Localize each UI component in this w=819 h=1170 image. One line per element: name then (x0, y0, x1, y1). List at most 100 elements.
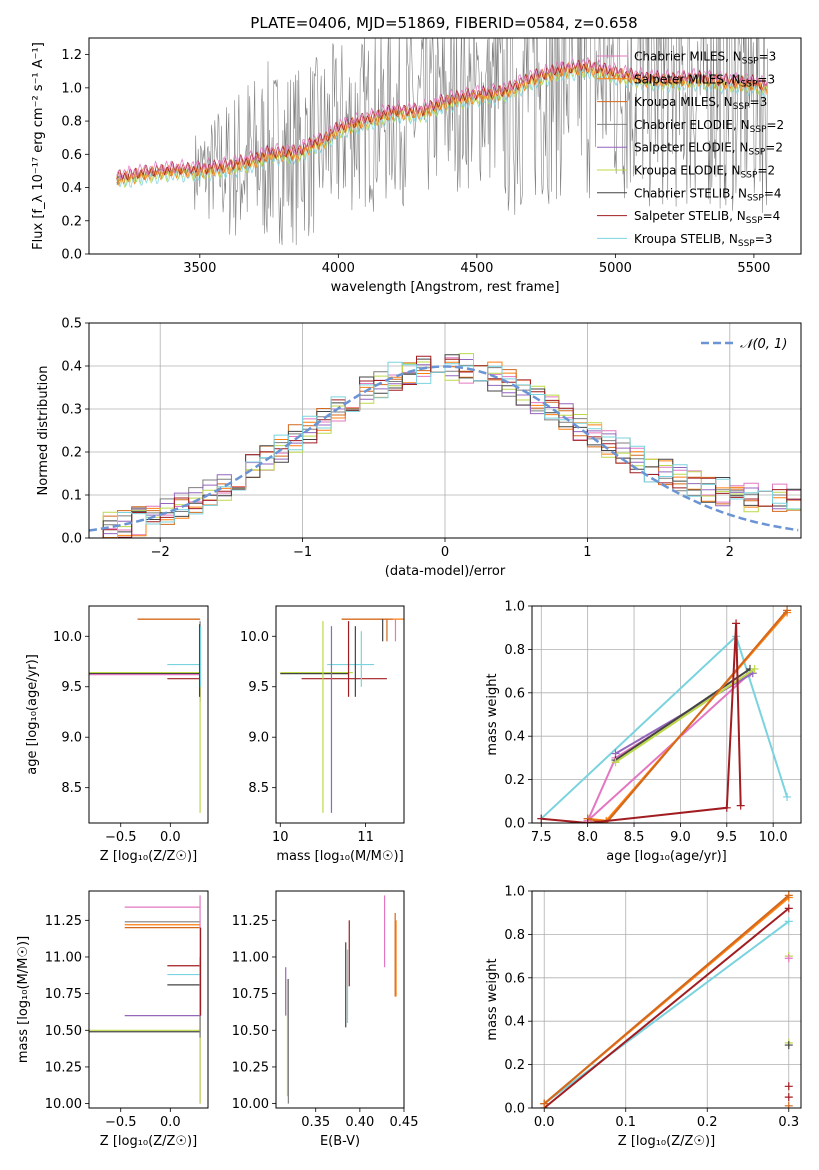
x-tick-label: 8.0 (577, 830, 598, 845)
x-tick-label: 2 (726, 545, 734, 560)
axes-frame (88, 605, 209, 824)
y-tick-label: 0.0 (61, 248, 82, 263)
y-axis-label: Normed distribution (36, 366, 51, 496)
weight-line-kroupa-stelib (543, 920, 790, 1105)
x-tick-label: 4000 (322, 261, 355, 276)
y-tick-label: 0.2 (61, 446, 82, 461)
weight-line-kroupa-elodie (614, 668, 756, 764)
y-tick-label: 10.25 (45, 1060, 82, 1075)
x-axis-label: wavelength [Angstrom, rest frame] (331, 280, 560, 295)
legend-label: 𝒩(0, 1) (740, 337, 787, 352)
y-tick-label: 10.50 (232, 1024, 269, 1039)
x-tick-label: 8.5 (624, 830, 645, 845)
weight-marker (783, 606, 792, 615)
y-tick-label: 11.00 (232, 950, 269, 965)
x-tick-label: 0.0 (534, 1115, 555, 1130)
figure-title: PLATE=0406, MJD=51869, FIBERID=0584, z=0… (250, 14, 637, 32)
axes-frame (531, 605, 802, 824)
model-spectrum-line-kroupa-stelib (116, 66, 768, 189)
normal-distribution-curve (89, 365, 799, 532)
histogram-kroupa-elodie (89, 353, 801, 538)
x-tick-label: −2 (151, 545, 170, 560)
y-tick-label: 0.6 (504, 971, 525, 986)
y-tick-label: 0.0 (504, 817, 525, 832)
weight-line-salpeter-stelib (543, 907, 790, 1108)
age-vs-mass-panel: 10 11 8.5 9.0 9.5 10.0 mass [log₁₀(M/M☉)] (240, 605, 405, 864)
y-tick-label: 1.0 (504, 600, 525, 615)
weight-marker (750, 664, 759, 673)
axes-frame (275, 605, 405, 824)
y-tick-label: 0.4 (61, 181, 82, 196)
weight-marker (783, 792, 792, 801)
x-tick-label: 3500 (183, 261, 216, 276)
y-tick-label: 1.0 (61, 81, 82, 96)
x-tick-label: 0.0 (160, 1115, 181, 1130)
weight-marker (784, 1101, 793, 1108)
x-tick-label: 0.2 (697, 1115, 718, 1130)
y-tick-label: 8.5 (248, 781, 269, 796)
x-tick-label: 0.1 (615, 1115, 636, 1130)
legend-label: Salpeter ELODIE, NSSP=2 (634, 141, 783, 158)
y-tick-label: 0.6 (504, 686, 525, 701)
x-tick-label: 10.0 (759, 830, 788, 845)
weight-marker (784, 1082, 793, 1091)
legend-label: Chabrier ELODIE, NSSP=2 (634, 118, 784, 135)
y-tick-label: 0.8 (504, 928, 525, 943)
weight-line-kroupa-miles (587, 609, 788, 823)
y-axis-label: mass [log₁₀(M/M☉)] (16, 936, 31, 1063)
y-tick-label: 0.4 (504, 730, 525, 745)
x-tick-label: −0.5 (105, 1115, 137, 1130)
x-tick-label: 5000 (599, 261, 632, 276)
histogram-kroupa-stelib (89, 361, 801, 538)
x-axis-label: Z [log₁₀(Z/Z☉)] (100, 849, 197, 864)
y-tick-label: 10.50 (45, 1024, 82, 1039)
legend-label: Kroupa ELODIE, NSSP=2 (634, 164, 775, 181)
grid (532, 605, 801, 824)
y-tick-label: 9.0 (61, 731, 82, 746)
x-tick-label: −1 (293, 545, 312, 560)
x-axis-label: (data-model)/error (385, 564, 506, 579)
y-tick-label: 0.8 (504, 643, 525, 658)
legend: Chabrier MILES, NSSP=3 Salpeter MILES, NS… (597, 50, 784, 249)
y-tick-label: 0.2 (504, 773, 525, 788)
x-tick-label: 0.45 (390, 1115, 419, 1130)
y-tick-label: 9.5 (61, 680, 82, 695)
observed-spectrum-line (116, 38, 768, 246)
weight-marker (784, 954, 793, 963)
weight-line-chabrier-miles (586, 672, 751, 822)
x-tick-label: 10 (272, 830, 289, 845)
y-tick-label: 10.75 (232, 987, 269, 1002)
mass-weight-vs-metallicity-panel: 0.0 0.1 0.2 0.3 0.0 0.2 0.4 0.6 0.8 1.0 Z [log₁₀(Z… (485, 885, 802, 1149)
legend-label: Chabrier MILES, NSSP=3 (634, 50, 776, 67)
y-tick-label: 9.0 (248, 731, 269, 746)
weight-marker (784, 1093, 793, 1102)
y-tick-label: 0.3 (61, 403, 82, 418)
x-axis-label: E(B-V) (320, 1134, 360, 1149)
x-tick-label: −0.5 (105, 830, 137, 845)
x-tick-label: 11 (357, 830, 374, 845)
weight-marker (583, 819, 592, 823)
y-tick-label: 0.2 (61, 214, 82, 229)
y-tick-label: 10.00 (232, 1097, 269, 1112)
x-tick-label: 0.40 (345, 1115, 374, 1130)
residuals-panel: −2 −1 0 1 2 0.0 0.1 0.2 0.3 0.4 0.5 (data-model)/er… (36, 317, 802, 579)
weight-marker (784, 1041, 793, 1050)
x-tick-label: 5500 (737, 261, 770, 276)
x-axis-label: Z [log₁₀(Z/Z☉)] (618, 1134, 715, 1149)
y-tick-label: 1.2 (61, 48, 82, 63)
model-spectrum-line-chabrier-miles (116, 56, 768, 182)
plot-area (89, 353, 801, 538)
x-tick-label: 0.0 (160, 830, 181, 845)
weight-line-chabrier-stelib (614, 668, 751, 761)
axes-frame (275, 890, 405, 1109)
y-axis-label: age [log₁₀(age/yr)] (25, 654, 40, 775)
weight-marker (540, 1099, 549, 1108)
y-tick-label: 0.8 (61, 115, 82, 130)
x-tick-label: 0.3 (778, 1115, 799, 1130)
y-axis-label: mass weight (485, 958, 500, 1040)
weight-line-salpeter-miles (587, 611, 788, 822)
weight-line-salpeter-stelib (541, 623, 742, 823)
plot-area (537, 606, 792, 823)
y-tick-label: 0.4 (504, 1015, 525, 1030)
